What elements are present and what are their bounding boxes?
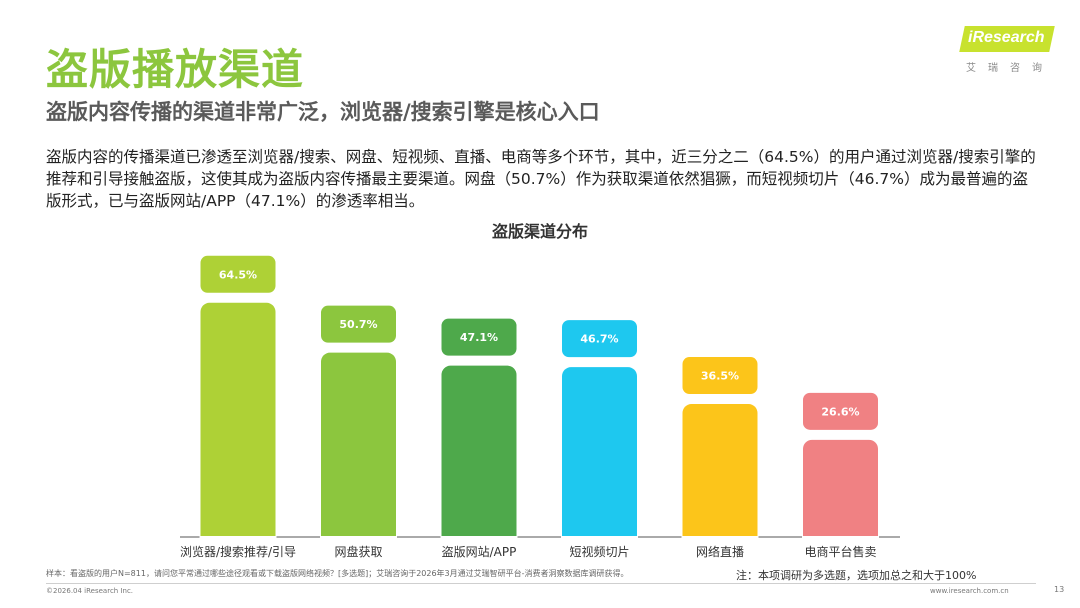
bar-5 <box>803 439 878 545</box>
data-label-box-1 <box>321 305 396 343</box>
bar-base-mask-1 <box>320 536 397 547</box>
footer-divider <box>46 583 1036 584</box>
bar-3 <box>562 367 637 545</box>
bar-1 <box>321 352 396 545</box>
data-label-2: 47.1% <box>460 331 498 344</box>
bar-4 <box>682 404 758 545</box>
category-label-5: 电商平台售卖 <box>804 544 876 559</box>
iresearch-logo: iResearch 艾瑞咨询 <box>959 26 1062 76</box>
data-label-box-4 <box>682 357 758 395</box>
footer-copyright: ©2026.04 iResearch Inc. <box>46 587 134 595</box>
data-label-5: 26.6% <box>821 405 859 418</box>
bar-0 <box>200 302 276 545</box>
data-label-1: 50.7% <box>339 318 377 331</box>
category-label-4: 网络直播 <box>696 544 744 559</box>
category-label-1: 网盘获取 <box>334 544 382 559</box>
bar-base-mask-2 <box>440 536 518 547</box>
footer-note: 注：本项调研为多选题，选项加总之和大于100% <box>736 569 977 582</box>
logo-text: iResearch <box>968 29 1045 46</box>
bar-base-mask-0 <box>199 536 277 547</box>
bar-base-mask-3 <box>561 536 638 547</box>
data-label-box-0 <box>200 255 276 293</box>
data-label-3: 46.7% <box>580 333 618 346</box>
logo-cn-text: 艾瑞咨询 <box>966 63 1054 74</box>
data-label-4: 36.5% <box>701 370 739 383</box>
category-label-0: 浏览器/搜索推荐/引导 <box>180 544 296 559</box>
page-subtitle: 盗版内容传播的渠道非常广泛，浏览器/搜索引擎是核心入口 <box>46 100 600 124</box>
data-label-box-5 <box>803 392 878 430</box>
data-label-box-3 <box>562 320 637 358</box>
bar-2 <box>441 365 517 545</box>
bar-base-mask-4 <box>681 536 759 547</box>
footer-url: www.iresearch.com.cn <box>930 587 1009 595</box>
page-body-text: 盗版内容的传播渠道已渗透至浏览器/搜索、网盘、短视频、直播、电商等多个环节，其中… <box>46 148 1036 210</box>
footer-sample-text: 样本：看盗版的用户N=811，请问您平常通过哪些途径观看或下载盗版网络视频？[多… <box>46 569 629 578</box>
chart-title: 盗版渠道分布 <box>491 222 588 241</box>
data-label-box-2 <box>441 318 517 356</box>
category-label-2: 盗版网站/APP <box>442 544 517 559</box>
data-label-0: 64.5% <box>219 268 257 281</box>
category-label-3: 短视频切片 <box>569 544 629 559</box>
page-number: 13 <box>1054 585 1065 594</box>
bar-base-mask-5 <box>802 536 879 547</box>
page-title: 盗版播放渠道 <box>46 45 305 94</box>
